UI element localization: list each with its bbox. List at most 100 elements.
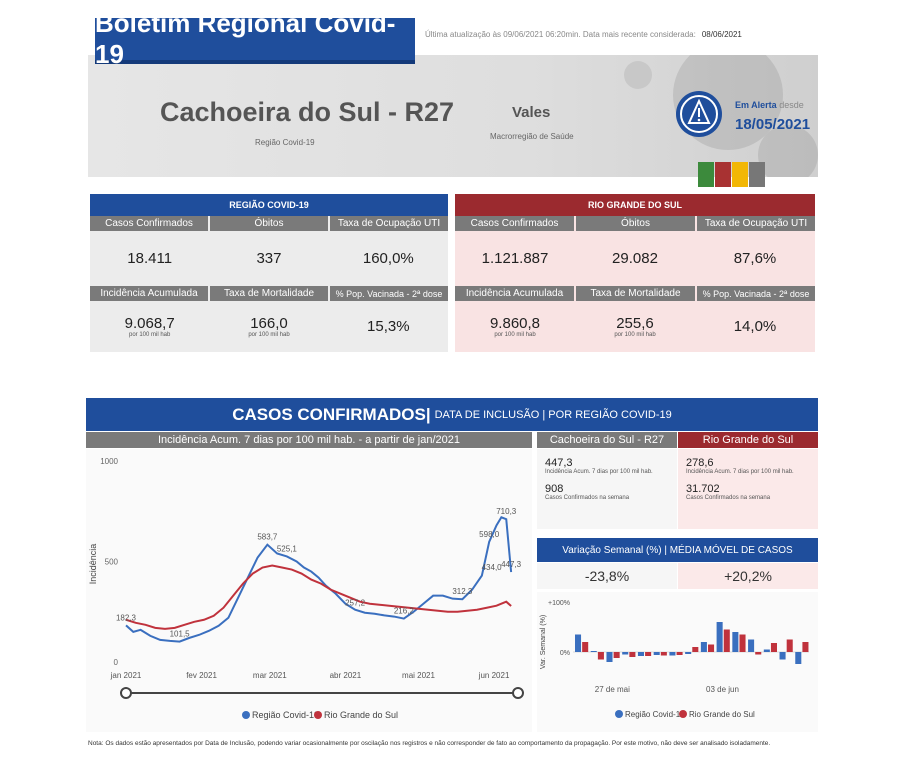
value-uti: 160,0% — [362, 250, 414, 267]
data-label: 257,2 — [345, 598, 366, 607]
bar — [660, 652, 667, 656]
y-tick-label: 1000 — [100, 457, 118, 466]
legend-marker — [242, 711, 250, 719]
line-chart-legend: Região Covid-19 Rio Grande do Sul — [242, 710, 398, 720]
y-tick-label: 0 — [114, 658, 119, 667]
state-weekly-incidence: 278,6 — [686, 457, 714, 469]
flag-green — [698, 162, 714, 187]
bar — [637, 652, 644, 656]
section-title: CASOS CONFIRMADOS — [232, 404, 426, 424]
legend-label: Rio Grande do Sul — [689, 710, 755, 719]
data-label: 434,0 — [482, 563, 503, 572]
bar — [622, 652, 629, 655]
value-mortalidade: 255,6 — [616, 314, 654, 332]
y-axis-label: Incidência — [88, 544, 98, 585]
bar — [779, 652, 786, 660]
line-chart-header: Incidência Acum. 7 dias por 100 mil hab.… — [86, 432, 532, 448]
region-weekly-incidence-label: Incidência Acum. 7 dias por 100 mil hab. — [545, 469, 653, 475]
x-tick-label: jun 2021 — [478, 671, 510, 680]
label-casos: Casos Confirmados — [455, 216, 574, 231]
value-vacinada: 15,3% — [367, 317, 410, 335]
bar — [676, 652, 683, 655]
data-label: 583,7 — [257, 533, 278, 542]
x-tick-label: mar 2021 — [253, 671, 287, 680]
bar — [700, 642, 707, 652]
legend-marker — [314, 711, 322, 719]
data-label: 598,0 — [479, 530, 500, 539]
unit-label: por 100 mil hab — [494, 331, 536, 338]
region-variation: -23,8% — [537, 563, 677, 589]
x-tick-label: 27 de mai — [595, 685, 630, 694]
bar — [590, 651, 597, 652]
range-slider-start-handle[interactable] — [120, 687, 132, 699]
region-name: Cachoeira do Sul - R27 — [160, 97, 455, 127]
y-axis-label: Var. Semanal (%) — [540, 615, 547, 669]
legend-label: Região Covid-19 — [252, 710, 319, 720]
data-label: 525,1 — [277, 544, 298, 553]
region-weekly-cases-label: Casos Confirmados na semana — [545, 495, 630, 501]
label-obitos: Óbitos — [576, 216, 695, 231]
label-incidencia: Incidência Acumulada — [90, 286, 208, 301]
alert-icon — [676, 91, 722, 137]
data-label: 216,2 — [394, 607, 415, 616]
bar — [629, 652, 636, 657]
bar-chart: +100% 0% Var. Semanal (%) 27 de mai 03 de ju… — [540, 600, 809, 719]
unit-label: por 100 mil hab — [248, 331, 290, 338]
bar — [669, 652, 676, 656]
flag-yellow — [732, 162, 748, 187]
x-tick-label: abr 2021 — [330, 671, 362, 680]
label-uti: Taxa de Ocupação UTI — [697, 216, 815, 231]
bar — [795, 652, 802, 664]
data-label: 312,3 — [452, 587, 473, 596]
state-weekly-incidence-label: Incidência Acum. 7 dias por 100 mil hab. — [686, 469, 794, 475]
legend-marker — [615, 710, 623, 718]
region-panel-title: REGIÃO COVID-19 — [90, 194, 448, 216]
data-label: 101,5 — [170, 630, 191, 639]
bar — [597, 652, 604, 660]
section-header: CASOS CONFIRMADOS | DATA DE INCLUSÃO | PO… — [86, 398, 818, 431]
data-label: 710,3 — [496, 507, 517, 516]
value-vacinada: 14,0% — [733, 317, 777, 335]
bar-chart-panel: +100% 0% Var. Semanal (%) 27 de mai 03 de ju… — [537, 592, 818, 732]
label-mortalidade: Taxa de Mortalidade — [576, 286, 695, 301]
y-tick-label: +100% — [548, 600, 570, 607]
data-label: 447,3 — [501, 560, 522, 569]
label-uti: Taxa de Ocupação UTI — [330, 216, 448, 231]
bar — [723, 629, 730, 652]
value-casos: 18.411 — [127, 250, 173, 267]
state-weekly-card: 278,6 Incidência Acum. 7 dias por 100 mi… — [678, 449, 818, 529]
value-uti: 87,6% — [733, 250, 777, 267]
bar — [606, 652, 613, 662]
y-tick-label: 500 — [105, 558, 119, 567]
legend-marker — [679, 710, 687, 718]
bar — [755, 652, 762, 655]
alert-label: Em Alerta desde — [735, 100, 804, 110]
value-obitos: 337 — [256, 250, 282, 267]
label-obitos: Óbitos — [210, 216, 328, 231]
legend-label: Rio Grande do Sul — [324, 710, 398, 720]
x-tick-label: mai 2021 — [402, 671, 435, 680]
label-mortalidade: Taxa de Mortalidade — [210, 286, 328, 301]
section-subtitle: DATA DE INCLUSÃO | POR REGIÃO COVID-19 — [434, 408, 672, 421]
bar — [582, 642, 589, 652]
bar — [732, 632, 739, 652]
value-casos: 1.121.887 — [481, 250, 549, 267]
macro-region-name: Vales — [512, 104, 551, 121]
footnote: Nota: Os dados estão apresentados por Da… — [88, 740, 771, 747]
bar — [653, 652, 660, 655]
region-subtitle: Região Covid-19 — [255, 138, 315, 147]
bar — [708, 644, 715, 652]
value-mortalidade: 166,0 — [250, 314, 288, 332]
alert-date: 18/05/2021 — [735, 116, 811, 133]
bar — [575, 634, 582, 652]
series-line — [125, 516, 513, 643]
series-line — [125, 564, 512, 630]
region-panel: REGIÃO COVID-19 Casos Confirmados Óbitos… — [90, 194, 448, 352]
bar — [763, 649, 770, 652]
state-panel: RIO GRANDE DO SUL Casos Confirmados Óbit… — [455, 194, 815, 352]
range-slider-end-handle[interactable] — [512, 687, 524, 699]
bar — [613, 652, 620, 658]
flag-grey — [749, 162, 765, 187]
bar — [692, 647, 699, 652]
variation-header: Variação Semanal (%) | MÉDIA MÓVEL DE CA… — [537, 538, 818, 562]
